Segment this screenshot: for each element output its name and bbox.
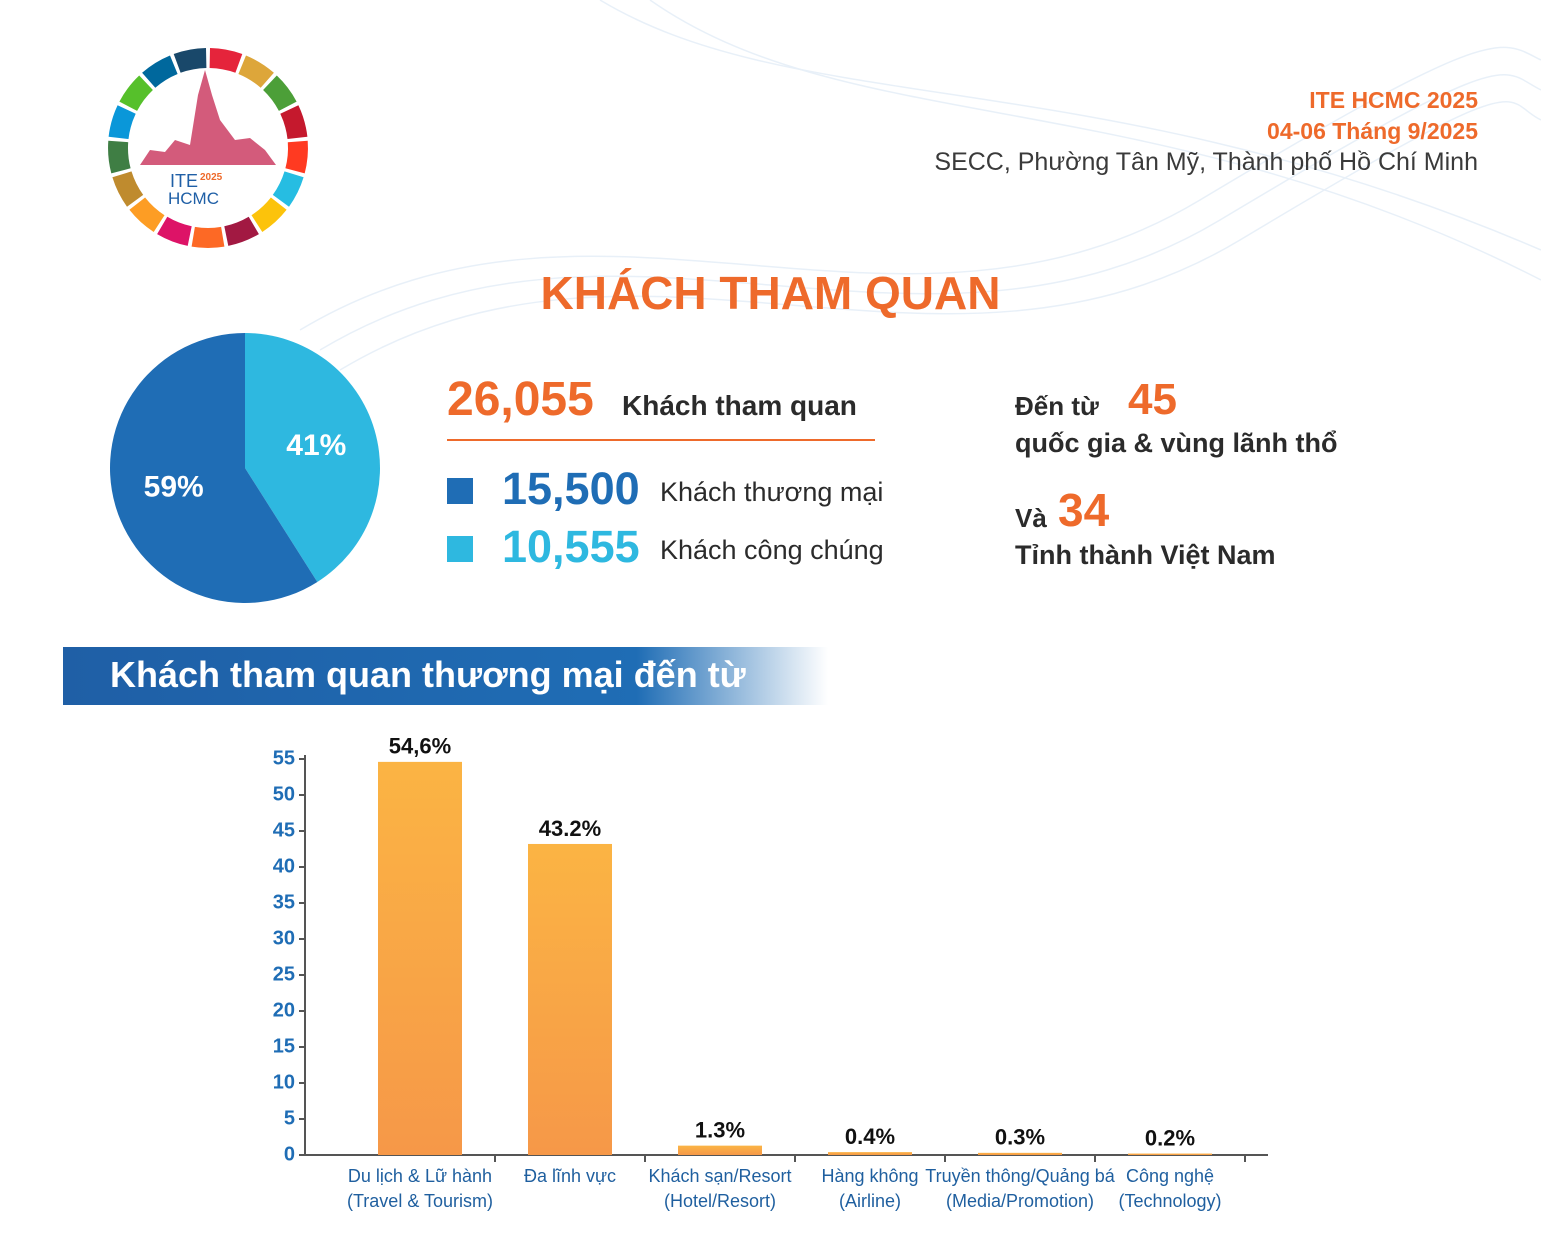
x-tick-label: Khách sạn/Resort (Hotel/Resort) — [648, 1166, 792, 1211]
y-tick-label: 10 — [273, 1071, 295, 1093]
logo-segment — [191, 226, 225, 248]
y-tick-label: 25 — [273, 963, 295, 985]
logo-segment — [272, 171, 304, 207]
logo-segment — [112, 171, 144, 207]
logo-segment — [157, 216, 192, 246]
total-label: Khách tham quan — [622, 390, 857, 421]
y-tick-label: 40 — [273, 855, 295, 877]
bar-value-label: 43.2% — [539, 816, 601, 841]
logo-skyline — [140, 70, 276, 165]
bar — [528, 843, 612, 1155]
bar — [1128, 1153, 1212, 1155]
logo-text: HCMC — [168, 189, 219, 208]
y-tick-label: 5 — [284, 1107, 295, 1129]
logo-text: 2025 — [200, 172, 223, 183]
stat-label: Khách thương mại — [660, 477, 884, 507]
x-tick-label: Công nghệ (Technology) — [1118, 1166, 1222, 1211]
provinces-value: 34 — [1058, 484, 1110, 536]
logo-segment — [108, 140, 131, 174]
countries-value: 45 — [1128, 375, 1177, 424]
total-value: 26,055 — [447, 373, 594, 426]
logo-segment — [238, 55, 274, 88]
bar — [828, 1152, 912, 1155]
bar-value-label: 54,6% — [389, 734, 451, 759]
x-tick-label: Truyền thông/Quảng bá (Media/Promotion) — [925, 1166, 1115, 1211]
logo-segment — [285, 140, 308, 174]
y-tick-label: 55 — [273, 747, 295, 769]
event-dates: 04-06 Tháng 9/2025 — [1267, 118, 1478, 144]
logo-segment — [129, 197, 165, 232]
logo-segment — [224, 216, 259, 246]
provinces-label: Tỉnh thành Việt Nam — [1015, 540, 1276, 570]
pie-slice — [109, 333, 318, 603]
bar-value-label: 0.2% — [1145, 1125, 1195, 1150]
stat-value: 15,500 — [502, 463, 640, 514]
legend-square — [447, 478, 473, 504]
x-tick-label: Hàng không (Airline) — [821, 1166, 919, 1211]
stat-value: 10,555 — [502, 521, 640, 572]
y-tick-label: 35 — [273, 891, 295, 913]
x-tick-label: Du lịch & Lữ hành (Travel & Tourism) — [346, 1166, 494, 1211]
logo-text: ITE — [170, 171, 198, 191]
bar-section-title: Khách tham quan thương mại đến từ — [110, 654, 746, 695]
pie-label: 41% — [286, 429, 346, 462]
logo-segment — [280, 105, 308, 139]
y-tick-label: 50 — [273, 783, 295, 805]
countries-label: quốc gia & vùng lãnh thổ — [1015, 428, 1338, 458]
from-label: Đến từ — [1015, 391, 1099, 421]
x-tick-label: Đa lĩnh vực — [523, 1166, 617, 1186]
y-tick-label: 45 — [273, 819, 295, 841]
bar-value-label: 1.3% — [695, 1117, 745, 1142]
event-name: ITE HCMC 2025 — [1309, 87, 1478, 113]
pie-label: 59% — [144, 471, 204, 504]
bar — [978, 1152, 1062, 1155]
bar-value-label: 0.3% — [995, 1125, 1045, 1150]
logo-segment — [119, 75, 153, 111]
logo-segment — [263, 75, 297, 111]
background-waves — [299, 0, 1541, 371]
bar-chart: 0 5 10 15 20 25 30 35 40 45 50 55 54,6% 43.2% 1.3% 0.4%… — [273, 734, 1268, 1165]
legend-square — [447, 536, 473, 562]
bar-value-label: 0.4% — [845, 1124, 895, 1149]
logo-segment — [209, 48, 243, 73]
and-label: Và — [1015, 503, 1047, 533]
logo-segment — [173, 48, 207, 73]
logo-segment — [251, 197, 287, 232]
bar — [678, 1145, 762, 1155]
stat-label: Khách công chúng — [660, 535, 884, 565]
section-title: KHÁCH THAM QUAN — [540, 267, 1001, 319]
y-tick-label: 15 — [273, 1035, 295, 1057]
pie-chart: 41% 59% — [109, 333, 380, 603]
event-venue: SECC, Phường Tân Mỹ, Thành phố Hồ Chí Mi… — [934, 148, 1478, 176]
y-tick-label: 0 — [284, 1143, 295, 1165]
logo-segment — [142, 55, 178, 88]
bar — [378, 761, 462, 1155]
y-tick-label: 20 — [273, 999, 295, 1021]
y-tick-label: 30 — [273, 927, 295, 949]
logo-segment — [108, 105, 136, 139]
section-band — [63, 647, 828, 705]
logo: ITE 2025 HCMC — [108, 48, 308, 248]
pie-slice — [245, 333, 380, 582]
